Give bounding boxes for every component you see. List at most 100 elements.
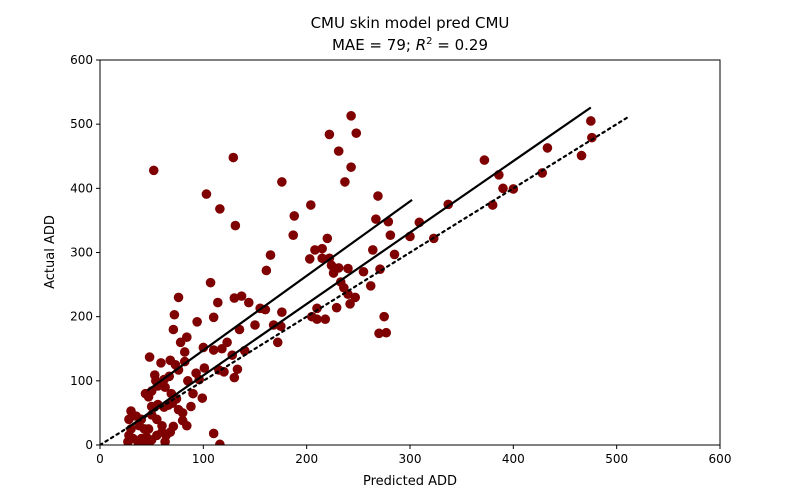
x-tick-label: 600 <box>709 452 732 466</box>
data-point <box>156 358 166 368</box>
data-point <box>177 408 188 418</box>
data-point <box>498 183 508 194</box>
data-point <box>289 211 300 221</box>
data-point <box>346 162 356 172</box>
data-point <box>587 132 597 143</box>
data-point <box>326 260 337 271</box>
data-point <box>374 328 384 339</box>
data-point <box>141 438 152 445</box>
data-point <box>576 150 587 161</box>
plot-area <box>100 106 631 445</box>
data-point <box>320 314 331 325</box>
data-point <box>148 165 159 176</box>
x-tick-label: 300 <box>399 452 422 466</box>
data-point <box>365 281 376 291</box>
data-point <box>272 337 283 348</box>
subtitle-sup: 2 <box>426 36 432 47</box>
data-point <box>310 245 320 255</box>
data-point <box>144 352 155 362</box>
data-point <box>345 299 355 309</box>
data-point <box>373 191 383 201</box>
data-point <box>128 433 138 444</box>
x-tick-label: 500 <box>605 452 628 466</box>
data-point <box>134 420 145 431</box>
data-point <box>126 406 136 416</box>
data-point <box>215 204 225 214</box>
data-point <box>188 388 198 399</box>
data-point <box>537 168 548 178</box>
data-point <box>222 337 232 348</box>
data-point <box>124 414 134 425</box>
data-point <box>229 293 240 303</box>
x-tick-label: 100 <box>192 452 215 466</box>
axes: 0 100 200 300 400 500 600 0 100 200 300 400 500 600 <box>70 53 731 466</box>
data-point <box>208 312 219 323</box>
data-point <box>358 266 369 277</box>
subtitle-suffix: = 0.29 <box>433 36 489 54</box>
data-point <box>228 152 239 163</box>
data-point <box>179 347 190 357</box>
data-point <box>177 415 188 426</box>
data-point <box>165 355 176 366</box>
data-point <box>143 392 154 402</box>
data-point <box>340 177 350 187</box>
data-point <box>169 309 180 320</box>
y-axis-label: Actual ADD <box>43 215 58 289</box>
data-point <box>208 428 219 439</box>
data-point <box>586 116 596 126</box>
data-point <box>277 177 287 187</box>
y-tick-label: 300 <box>70 246 93 260</box>
data-point <box>542 143 553 153</box>
data-point <box>261 265 272 276</box>
chart-subtitle: MAE = 79; R2 = 0.29 <box>332 36 488 54</box>
data-point <box>343 263 353 274</box>
data-point <box>208 345 219 355</box>
data-point <box>379 311 389 322</box>
data-point <box>133 440 144 445</box>
data-point <box>157 427 167 437</box>
data-point <box>168 324 179 335</box>
x-tick-label: 0 <box>96 452 104 466</box>
y-tick-label: 600 <box>70 53 93 67</box>
data-point <box>350 292 361 303</box>
data-point <box>346 111 356 121</box>
y-tick-label: 500 <box>70 117 93 131</box>
data-point <box>317 253 327 264</box>
data-point <box>192 317 202 327</box>
regression-line <box>125 106 592 430</box>
data-point <box>385 230 396 240</box>
data-point <box>304 254 315 264</box>
subtitle-r: R <box>416 36 426 54</box>
x-tick-label: 400 <box>502 452 525 466</box>
data-point <box>205 277 216 288</box>
y-tick-label: 0 <box>85 438 93 452</box>
data-point <box>487 200 498 210</box>
data-point <box>230 220 241 231</box>
data-point <box>277 307 287 317</box>
data-point <box>288 230 299 240</box>
y-tick-label: 400 <box>70 181 93 195</box>
data-point <box>175 337 186 348</box>
x-axis-label: Predicted ADD <box>363 474 457 489</box>
data-point <box>236 291 247 301</box>
regression-line <box>146 198 413 392</box>
data-point <box>322 233 333 244</box>
data-point <box>306 200 316 210</box>
data-point <box>244 297 254 308</box>
data-point <box>389 249 400 260</box>
chart-title: CMU skin model pred CMU <box>311 14 510 32</box>
data-point <box>149 370 160 380</box>
data-point <box>197 393 208 403</box>
data-point <box>324 129 335 140</box>
data-point <box>265 250 276 260</box>
data-point <box>173 292 184 303</box>
data-point <box>333 146 344 156</box>
identity-line <box>100 115 631 445</box>
data-point <box>213 297 223 308</box>
y-tick-label: 100 <box>70 374 93 388</box>
data-point <box>368 245 378 255</box>
data-point <box>351 128 362 138</box>
data-point <box>229 372 240 383</box>
